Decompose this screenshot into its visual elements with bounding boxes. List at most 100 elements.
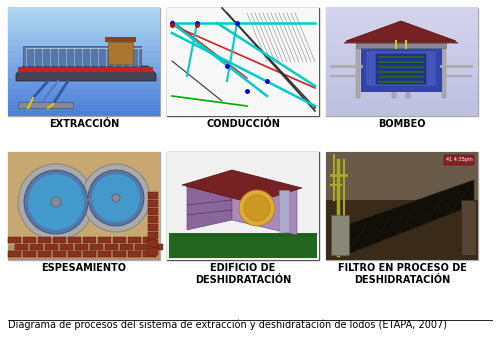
Circle shape — [82, 164, 150, 232]
Bar — [326, 77, 478, 84]
Bar — [8, 152, 160, 260]
Text: Diagrama de procesos del sistema de extracción y deshidratación de lodos (ETAPA,: Diagrama de procesos del sistema de extr… — [8, 319, 447, 330]
Bar — [8, 110, 160, 116]
Polygon shape — [187, 175, 232, 230]
Bar — [83, 251, 96, 257]
Bar — [148, 248, 158, 255]
Polygon shape — [232, 175, 297, 235]
Bar — [8, 104, 160, 110]
Bar — [8, 39, 160, 46]
Bar — [90, 244, 103, 250]
Bar — [108, 42, 133, 64]
Bar — [8, 77, 160, 84]
Bar — [326, 99, 478, 105]
Bar — [326, 34, 478, 40]
Bar — [23, 46, 141, 66]
Bar — [8, 83, 160, 89]
Bar — [8, 45, 160, 51]
Text: CONDUCCIÓN: CONDUCCIÓN — [206, 119, 280, 129]
Bar — [326, 7, 478, 13]
Bar — [8, 88, 160, 94]
Bar — [376, 54, 426, 84]
Bar — [378, 76, 424, 78]
Bar — [167, 8, 319, 116]
Bar — [326, 83, 478, 89]
Bar — [148, 192, 158, 199]
Circle shape — [88, 170, 144, 226]
Bar — [8, 8, 160, 116]
Bar — [378, 61, 424, 63]
Bar — [326, 67, 478, 73]
Bar — [326, 8, 478, 116]
Text: FILTRO EN PROCESO DE
DESHIDRATACIÓN: FILTRO EN PROCESO DE DESHIDRATACIÓN — [338, 263, 466, 285]
Bar — [148, 232, 158, 239]
Bar — [169, 233, 317, 258]
Bar — [444, 155, 474, 165]
Bar — [18, 67, 153, 72]
Bar — [38, 251, 51, 257]
Bar — [326, 104, 478, 110]
Bar — [8, 67, 160, 73]
Circle shape — [239, 190, 275, 226]
Bar — [135, 244, 148, 250]
Bar — [68, 237, 81, 243]
Bar — [326, 39, 478, 46]
Bar — [75, 244, 88, 250]
Bar — [148, 224, 158, 231]
Bar — [148, 200, 158, 207]
Bar — [150, 244, 163, 250]
Bar — [148, 216, 158, 223]
Bar — [8, 28, 160, 35]
Bar — [113, 251, 126, 257]
Bar — [120, 244, 133, 250]
Bar — [105, 244, 118, 250]
Bar — [60, 244, 73, 250]
Bar — [113, 237, 126, 243]
Bar — [378, 71, 424, 73]
Bar — [331, 215, 349, 255]
Bar — [128, 237, 141, 243]
Bar — [53, 237, 66, 243]
Bar — [8, 237, 21, 243]
Bar — [45, 244, 58, 250]
Bar — [378, 56, 424, 58]
Text: 41 4:35pm: 41 4:35pm — [446, 157, 472, 163]
Bar — [326, 45, 478, 51]
Bar — [326, 152, 478, 200]
Circle shape — [24, 170, 88, 234]
Bar — [8, 72, 160, 78]
Bar — [392, 46, 396, 98]
Circle shape — [92, 174, 140, 222]
Bar — [326, 56, 478, 62]
Polygon shape — [182, 170, 302, 203]
Bar — [8, 99, 160, 105]
Bar — [326, 23, 478, 29]
Bar — [128, 251, 141, 257]
Bar — [148, 240, 158, 247]
Circle shape — [18, 164, 94, 240]
Bar — [8, 12, 160, 19]
Bar — [8, 245, 160, 260]
Bar — [326, 110, 478, 116]
Bar — [378, 81, 424, 83]
Bar — [143, 251, 156, 257]
Bar — [8, 61, 160, 68]
Bar — [167, 152, 319, 260]
Bar — [326, 12, 478, 19]
Bar — [366, 51, 436, 86]
Bar — [8, 18, 160, 24]
Bar — [23, 251, 36, 257]
Bar — [356, 46, 360, 98]
Bar — [461, 200, 476, 255]
Bar — [8, 50, 160, 57]
Text: ESPESAMIENTO: ESPESAMIENTO — [42, 263, 126, 273]
Bar — [326, 50, 478, 57]
Bar — [361, 46, 441, 91]
Bar — [53, 251, 66, 257]
Bar — [148, 208, 158, 215]
Bar — [442, 46, 446, 98]
Bar — [326, 88, 478, 94]
Bar — [8, 34, 160, 40]
Bar — [23, 237, 36, 243]
Bar — [326, 28, 478, 35]
